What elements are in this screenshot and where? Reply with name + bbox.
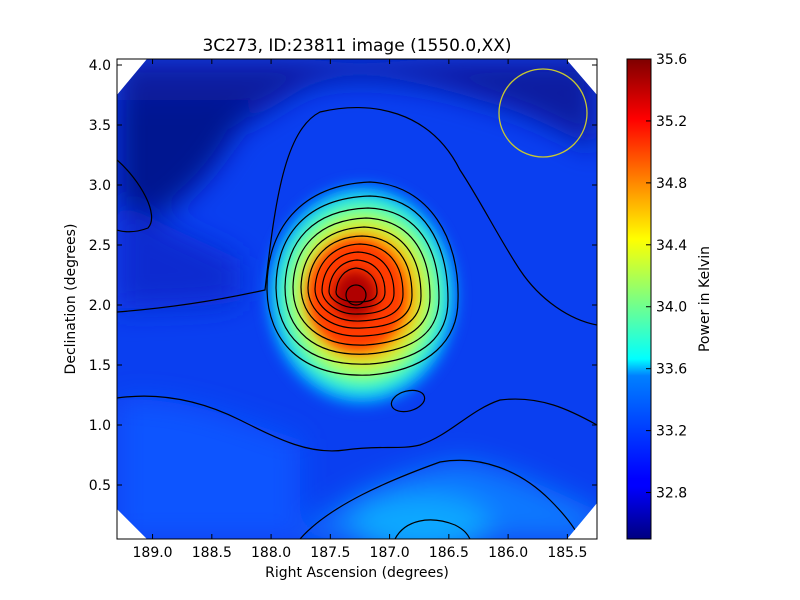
y-tick-label: 4.0 [89,58,111,74]
colorbar-tick-label: 34.8 [656,176,687,192]
chart-title: 3C273, ID:23811 image (1550.0,XX) [202,36,511,56]
y-axis-label: Declination (degrees) [63,224,79,375]
colorbar-tick-label: 35.2 [656,114,687,130]
y-axis: 0.5 1.0 1.5 2.0 2.5 3.0 3.5 4.0 [89,58,597,494]
x-tick-label: 187.0 [370,545,410,561]
x-tick-label: 185.5 [547,545,587,561]
x-tick-label: 186.5 [429,545,469,561]
colorbar-tick-label: 33.2 [656,424,687,440]
x-tick-label: 189.0 [133,545,173,561]
colorbar-tick-label: 34.4 [656,238,687,254]
x-axis-label: Right Ascension (degrees) [265,565,449,581]
y-tick-label: 1.0 [89,418,111,434]
beam-circle [498,68,588,158]
colorbar-label: Power in Kelvin [697,246,713,352]
y-tick-label: 0.5 [89,478,111,494]
colorbar-tick-label: 35.6 [656,52,687,68]
y-tick-label: 1.5 [89,358,111,374]
y-tick-label: 3.0 [89,178,111,194]
x-tick-label: 188.0 [251,545,291,561]
heatmap-image [117,59,597,539]
colorbar-ticks: 32.8 33.2 33.6 34.0 34.4 34.8 35.2 35.6 [646,52,687,502]
y-tick-label: 2.5 [89,238,111,254]
x-tick-label: 187.5 [310,545,350,561]
y-tick-label: 2.0 [89,298,111,314]
x-tick-label: 188.5 [192,545,232,561]
contour-lines [117,106,597,539]
x-tick-label: 186.0 [488,545,528,561]
x-axis: 189.0 188.5 188.0 187.5 187.0 186.5 186.0 185.5 [133,59,587,561]
colorbar-tick-label: 32.8 [656,486,687,502]
y-tick-label: 3.5 [89,118,111,134]
colorbar-tick-label: 34.0 [656,300,687,316]
colorbar-tick-label: 33.6 [656,362,687,378]
colorbar [626,58,652,540]
plot-frame [116,58,598,540]
